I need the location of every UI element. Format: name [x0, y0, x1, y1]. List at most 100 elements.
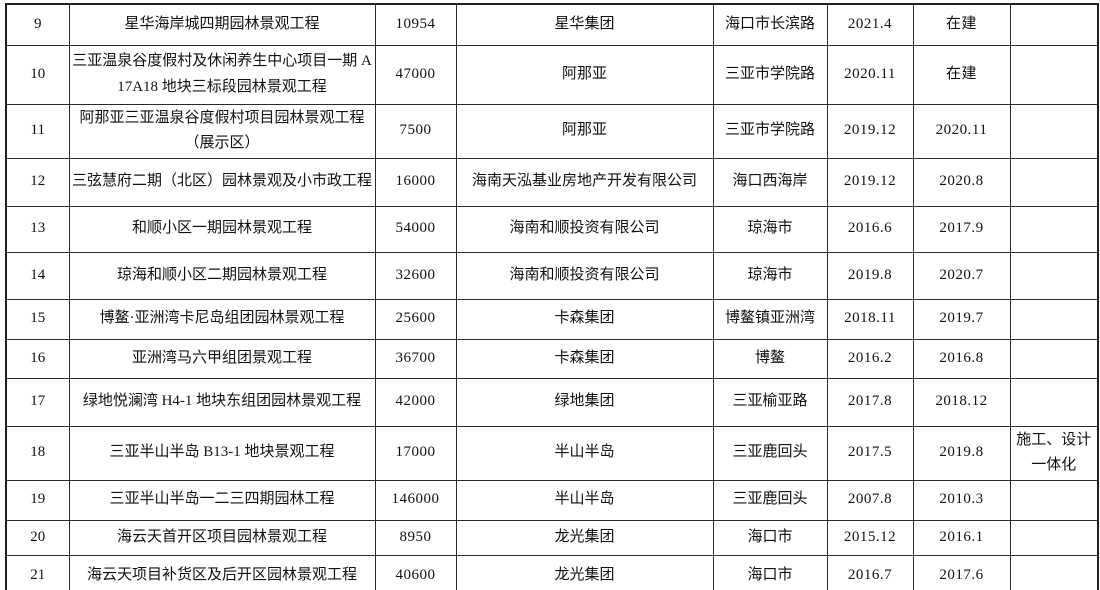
table-row: 14 琼海和顺小区二期园林景观工程 32600 海南和顺投资有限公司 琼海市 2…: [5, 251, 1099, 300]
client-name: 卡森集团: [455, 338, 714, 379]
end-date: 2016.1: [912, 519, 1011, 556]
table-row: 11 阿那亚三亚温泉谷度假村项目园林景观工程（展示区） 7500 阿那亚 三亚市…: [5, 103, 1099, 159]
start-date: 2018.11: [826, 298, 914, 340]
project-name: 绿地悦澜湾 H4-1 地块东组团园林景观工程: [68, 377, 376, 427]
start-date: 2015.12: [826, 519, 914, 556]
project-name: 海云天项目补货区及后开区园林景观工程: [68, 554, 376, 590]
row-index: 21: [5, 554, 70, 590]
project-area: 25600: [374, 298, 457, 340]
client-name: 阿那亚: [455, 44, 714, 105]
note-cell: [1009, 44, 1099, 105]
note-cell: 施工、设计一体化: [1009, 425, 1099, 481]
client-name: 海南和顺投资有限公司: [455, 205, 714, 253]
table-row: 15 博鳌·亚洲湾卡尼岛组团园林景观工程 25600 卡森集团 博鳌镇亚洲湾 2…: [5, 298, 1099, 340]
project-area: 7500: [374, 103, 457, 159]
project-name: 海云天首开区项目园林景观工程: [68, 519, 376, 556]
client-name: 海南和顺投资有限公司: [455, 251, 714, 300]
row-index: 16: [5, 338, 70, 379]
note-cell: [1009, 554, 1099, 590]
project-name: 琼海和顺小区二期园林景观工程: [68, 251, 376, 300]
project-area: 47000: [374, 44, 457, 105]
client-name: 阿那亚: [455, 103, 714, 159]
project-location: 海口市长滨路: [712, 3, 828, 46]
project-name: 三亚温泉谷度假村及休闲养生中心项目一期 A17A18 地块三标段园林景观工程: [68, 44, 376, 105]
end-date: 2016.8: [912, 338, 1011, 379]
project-location: 三亚鹿回头: [712, 425, 828, 481]
project-location: 琼海市: [712, 205, 828, 253]
project-area: 54000: [374, 205, 457, 253]
client-name: 卡森集团: [455, 298, 714, 340]
project-area: 146000: [374, 479, 457, 521]
client-name: 星华集团: [455, 3, 714, 46]
client-name: 绿地集团: [455, 377, 714, 427]
table-row: 12 三弦慧府二期（北区）园林景观及小市政工程 16000 海南天泓基业房地产开…: [5, 157, 1099, 207]
end-date: 2017.6: [912, 554, 1011, 590]
project-location: 三亚市学院路: [712, 44, 828, 105]
end-date: 2020.11: [912, 103, 1011, 159]
end-date: 在建: [912, 3, 1011, 46]
row-index: 13: [5, 205, 70, 253]
start-date: 2019.8: [826, 251, 914, 300]
project-location: 琼海市: [712, 251, 828, 300]
row-index: 19: [5, 479, 70, 521]
client-name: 海南天泓基业房地产开发有限公司: [455, 157, 714, 207]
note-cell: [1009, 298, 1099, 340]
project-area: 42000: [374, 377, 457, 427]
project-name: 阿那亚三亚温泉谷度假村项目园林景观工程（展示区）: [68, 103, 376, 159]
end-date: 2017.9: [912, 205, 1011, 253]
table-row: 21 海云天项目补货区及后开区园林景观工程 40600 龙光集团 海口市 201…: [5, 554, 1099, 590]
project-name: 三弦慧府二期（北区）园林景观及小市政工程: [68, 157, 376, 207]
end-date: 2010.3: [912, 479, 1011, 521]
note-cell: [1009, 157, 1099, 207]
table-row: 13 和顺小区一期园林景观工程 54000 海南和顺投资有限公司 琼海市 201…: [5, 205, 1099, 253]
start-date: 2016.6: [826, 205, 914, 253]
row-index: 20: [5, 519, 70, 556]
start-date: 2021.4: [826, 3, 914, 46]
note-cell: [1009, 205, 1099, 253]
end-date: 2019.7: [912, 298, 1011, 340]
client-name: 龙光集团: [455, 554, 714, 590]
row-index: 15: [5, 298, 70, 340]
start-date: 2017.8: [826, 377, 914, 427]
project-name: 博鳌·亚洲湾卡尼岛组团园林景观工程: [68, 298, 376, 340]
row-index: 18: [5, 425, 70, 481]
row-index: 12: [5, 157, 70, 207]
client-name: 半山半岛: [455, 425, 714, 481]
project-name: 亚洲湾马六甲组团景观工程: [68, 338, 376, 379]
projects-table: 9 星华海岸城四期园林景观工程 10954 星华集团 海口市长滨路 2021.4…: [5, 3, 1099, 590]
project-location: 三亚鹿回头: [712, 479, 828, 521]
note-cell: [1009, 3, 1099, 46]
project-area: 40600: [374, 554, 457, 590]
project-location: 海口市: [712, 554, 828, 590]
start-date: 2007.8: [826, 479, 914, 521]
note-cell: [1009, 251, 1099, 300]
project-location: 三亚榆亚路: [712, 377, 828, 427]
project-location: 三亚市学院路: [712, 103, 828, 159]
project-name: 星华海岸城四期园林景观工程: [68, 3, 376, 46]
client-name: 半山半岛: [455, 479, 714, 521]
table-row: 20 海云天首开区项目园林景观工程 8950 龙光集团 海口市 2015.12 …: [5, 519, 1099, 556]
project-area: 10954: [374, 3, 457, 46]
note-cell: [1009, 519, 1099, 556]
client-name: 龙光集团: [455, 519, 714, 556]
project-location: 博鳌: [712, 338, 828, 379]
project-name: 三亚半山半岛 B13-1 地块景观工程: [68, 425, 376, 481]
start-date: 2019.12: [826, 103, 914, 159]
row-index: 11: [5, 103, 70, 159]
end-date: 2019.8: [912, 425, 1011, 481]
note-cell: [1009, 103, 1099, 159]
start-date: 2019.12: [826, 157, 914, 207]
project-area: 17000: [374, 425, 457, 481]
note-cell: [1009, 338, 1099, 379]
table-row: 16 亚洲湾马六甲组团景观工程 36700 卡森集团 博鳌 2016.2 201…: [5, 338, 1099, 379]
end-date: 在建: [912, 44, 1011, 105]
row-index: 9: [5, 3, 70, 46]
end-date: 2018.12: [912, 377, 1011, 427]
table-row: 17 绿地悦澜湾 H4-1 地块东组团园林景观工程 42000 绿地集团 三亚榆…: [5, 377, 1099, 427]
row-index: 14: [5, 251, 70, 300]
note-cell: [1009, 377, 1099, 427]
end-date: 2020.7: [912, 251, 1011, 300]
end-date: 2020.8: [912, 157, 1011, 207]
start-date: 2017.5: [826, 425, 914, 481]
